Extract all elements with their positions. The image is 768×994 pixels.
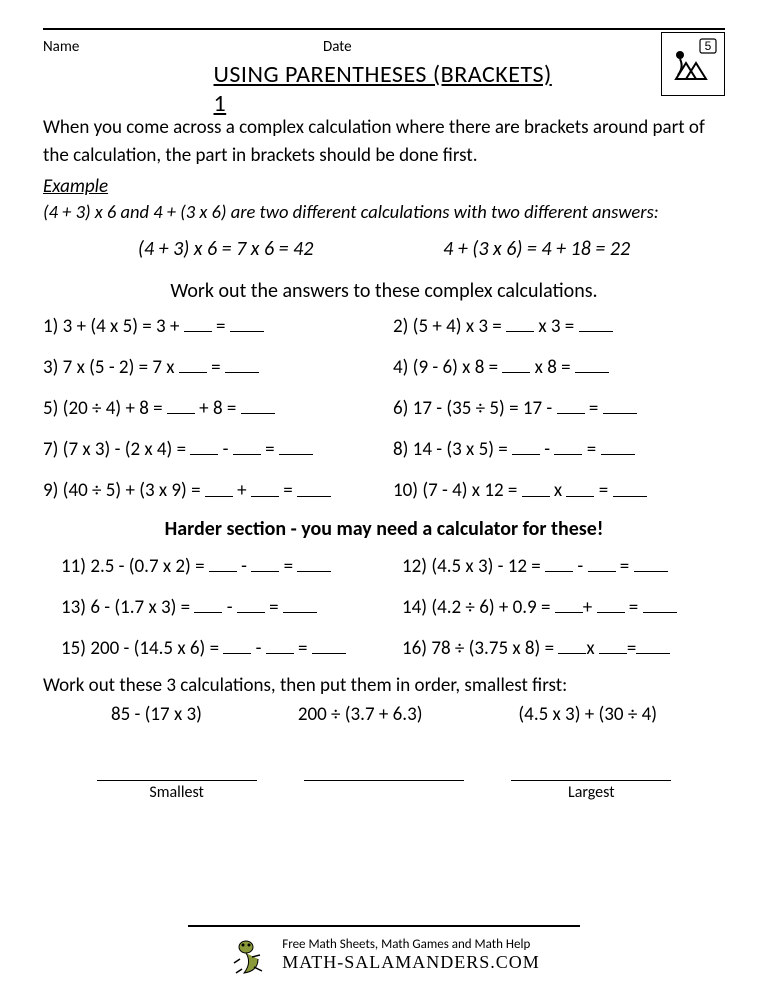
middle-label — [304, 783, 464, 802]
worksheet-page: Name Date USING PARENTHESES (BRACKETS) 1… — [19, 0, 749, 802]
answer-blank — [634, 555, 668, 572]
answer-blank — [575, 356, 609, 373]
main-instruction: Work out the answers to these complex ca… — [43, 279, 725, 303]
answer-blank — [241, 397, 275, 414]
order-expr-3: (4.5 x 3) + (30 ÷ 4) — [518, 703, 657, 726]
problem-item: 6) 17 - (35 ÷ 5) = 17 - = — [393, 397, 725, 420]
example-text: (4 + 3) x 6 and 4 + (3 x 6) are two diff… — [43, 200, 725, 223]
order-expr-2: 200 ÷ (3.7 + 6.3) — [298, 703, 423, 726]
footer-inner: Free Math Sheets, Math Games and Math He… — [188, 925, 580, 977]
problem-item: 2) (5 + 4) x 3 = x 3 = — [393, 315, 725, 338]
answer-blank — [266, 637, 294, 654]
order-expressions-row: 85 - (17 x 3) 200 ÷ (3.7 + 6.3) (4.5 x 3… — [43, 703, 725, 726]
answer-blank — [225, 356, 259, 373]
answer-blank — [251, 555, 279, 572]
answer-blank — [312, 637, 346, 654]
salamander-icon — [228, 933, 272, 977]
answer-blank — [636, 637, 670, 654]
answer-blank — [588, 555, 616, 572]
top-rule — [43, 28, 725, 30]
answer-blank — [179, 356, 207, 373]
largest-label: Largest — [511, 783, 671, 802]
problem-item: 3) 7 x (5 - 2) = 7 x = — [43, 356, 375, 379]
answer-blank — [555, 596, 583, 613]
blank-line — [511, 780, 671, 781]
header-row: Name Date USING PARENTHESES (BRACKETS) 1… — [43, 36, 725, 104]
svg-text:5: 5 — [705, 39, 712, 53]
problem-item: 8) 14 - (3 x 5) = - = — [393, 438, 725, 461]
answer-slot-smallest: Smallest — [97, 780, 257, 802]
answer-blank — [613, 479, 647, 496]
problem-item: 7) (7 x 3) - (2 x 4) = - = — [43, 438, 375, 461]
problem-item: 1) 3 + (4 x 5) = 3 + = — [43, 315, 375, 338]
harder-problems-grid: 11) 2.5 - (0.7 x 2) = - = 12) (4.5 x 3) … — [43, 555, 725, 660]
footer-site: MATH-SALAMANDERS.COM — [282, 952, 540, 973]
answer-blank — [205, 479, 233, 496]
answer-blank — [502, 356, 530, 373]
answer-blank — [597, 596, 625, 613]
answer-blank — [603, 397, 637, 414]
harder-heading: Harder section - you may need a calculat… — [43, 517, 725, 541]
answer-blank — [233, 438, 261, 455]
page-title: USING PARENTHESES (BRACKETS) 1 — [214, 60, 555, 118]
answer-lines-row: Smallest Largest — [43, 780, 725, 802]
footer-tagline: Free Math Sheets, Math Games and Math He… — [282, 937, 540, 952]
answer-blank — [557, 397, 585, 414]
worked-example-left: (4 + 3) x 6 = 7 x 6 = 42 — [138, 237, 314, 261]
answer-blank — [297, 479, 331, 496]
example-label: Example — [43, 175, 725, 198]
blank-line — [304, 780, 464, 781]
answer-blank — [599, 637, 627, 654]
answer-blank — [643, 596, 677, 613]
answer-blank — [237, 596, 265, 613]
problem-item: 9) (40 ÷ 5) + (3 x 9) = + = — [43, 479, 375, 502]
problem-item: 13) 6 - (1.7 x 3) = - = — [61, 596, 384, 619]
answer-blank — [223, 637, 251, 654]
problem-item: 11) 2.5 - (0.7 x 2) = - = — [61, 555, 384, 578]
answer-blank — [566, 479, 594, 496]
answer-blank — [512, 438, 540, 455]
answer-slot-largest: Largest — [511, 780, 671, 802]
problem-item: 10) (7 - 4) x 12 = x = — [393, 479, 725, 502]
answer-blank — [167, 397, 195, 414]
order-instruction: Work out these 3 calculations, then put … — [43, 674, 725, 697]
footer: Free Math Sheets, Math Games and Math He… — [0, 917, 768, 982]
worked-example-right: 4 + (3 x 6) = 4 + 18 = 22 — [443, 237, 630, 261]
answer-blank — [522, 479, 550, 496]
problem-item: 5) (20 ÷ 4) + 8 = + 8 = — [43, 397, 375, 420]
answer-blank — [251, 479, 279, 496]
answer-slot-middle — [304, 780, 464, 802]
problem-item: 12) (4.5 x 3) - 12 = - = — [402, 555, 725, 578]
answer-blank — [297, 555, 331, 572]
problem-item: 4) (9 - 6) x 8 = x 8 = — [393, 356, 725, 379]
answer-blank — [230, 315, 264, 332]
worked-examples-row: (4 + 3) x 6 = 7 x 6 = 42 4 + (3 x 6) = 4… — [43, 237, 725, 261]
problem-item: 15) 200 - (14.5 x 6) = - = — [61, 637, 384, 660]
answer-blank — [279, 438, 313, 455]
answer-blank — [545, 555, 573, 572]
grade-badge: 5 — [661, 32, 725, 96]
answer-blank — [601, 438, 635, 455]
main-problems-grid: 1) 3 + (4 x 5) = 3 + = 2) (5 + 4) x 3 = … — [43, 315, 725, 502]
intro-text: When you come across a complex calculati… — [43, 114, 725, 169]
answer-blank — [190, 438, 218, 455]
answer-blank — [558, 637, 586, 654]
answer-blank — [579, 315, 613, 332]
answer-blank — [283, 596, 317, 613]
answer-blank — [209, 555, 237, 572]
problem-item: 14) (4.2 ÷ 6) + 0.9 = + = — [402, 596, 725, 619]
salamander-logo-icon: 5 — [664, 35, 722, 93]
order-expr-1: 85 - (17 x 3) — [111, 703, 202, 726]
footer-text: Free Math Sheets, Math Games and Math He… — [282, 937, 540, 973]
problem-item: 16) 78 ÷ (3.75 x 8) = x = — [402, 637, 725, 660]
name-label: Name — [43, 38, 79, 56]
answer-blank — [194, 596, 222, 613]
answer-blank — [506, 315, 534, 332]
smallest-label: Smallest — [97, 783, 257, 802]
date-label: Date — [323, 38, 352, 56]
answer-blank — [554, 438, 582, 455]
blank-line — [97, 780, 257, 781]
answer-blank — [184, 315, 212, 332]
